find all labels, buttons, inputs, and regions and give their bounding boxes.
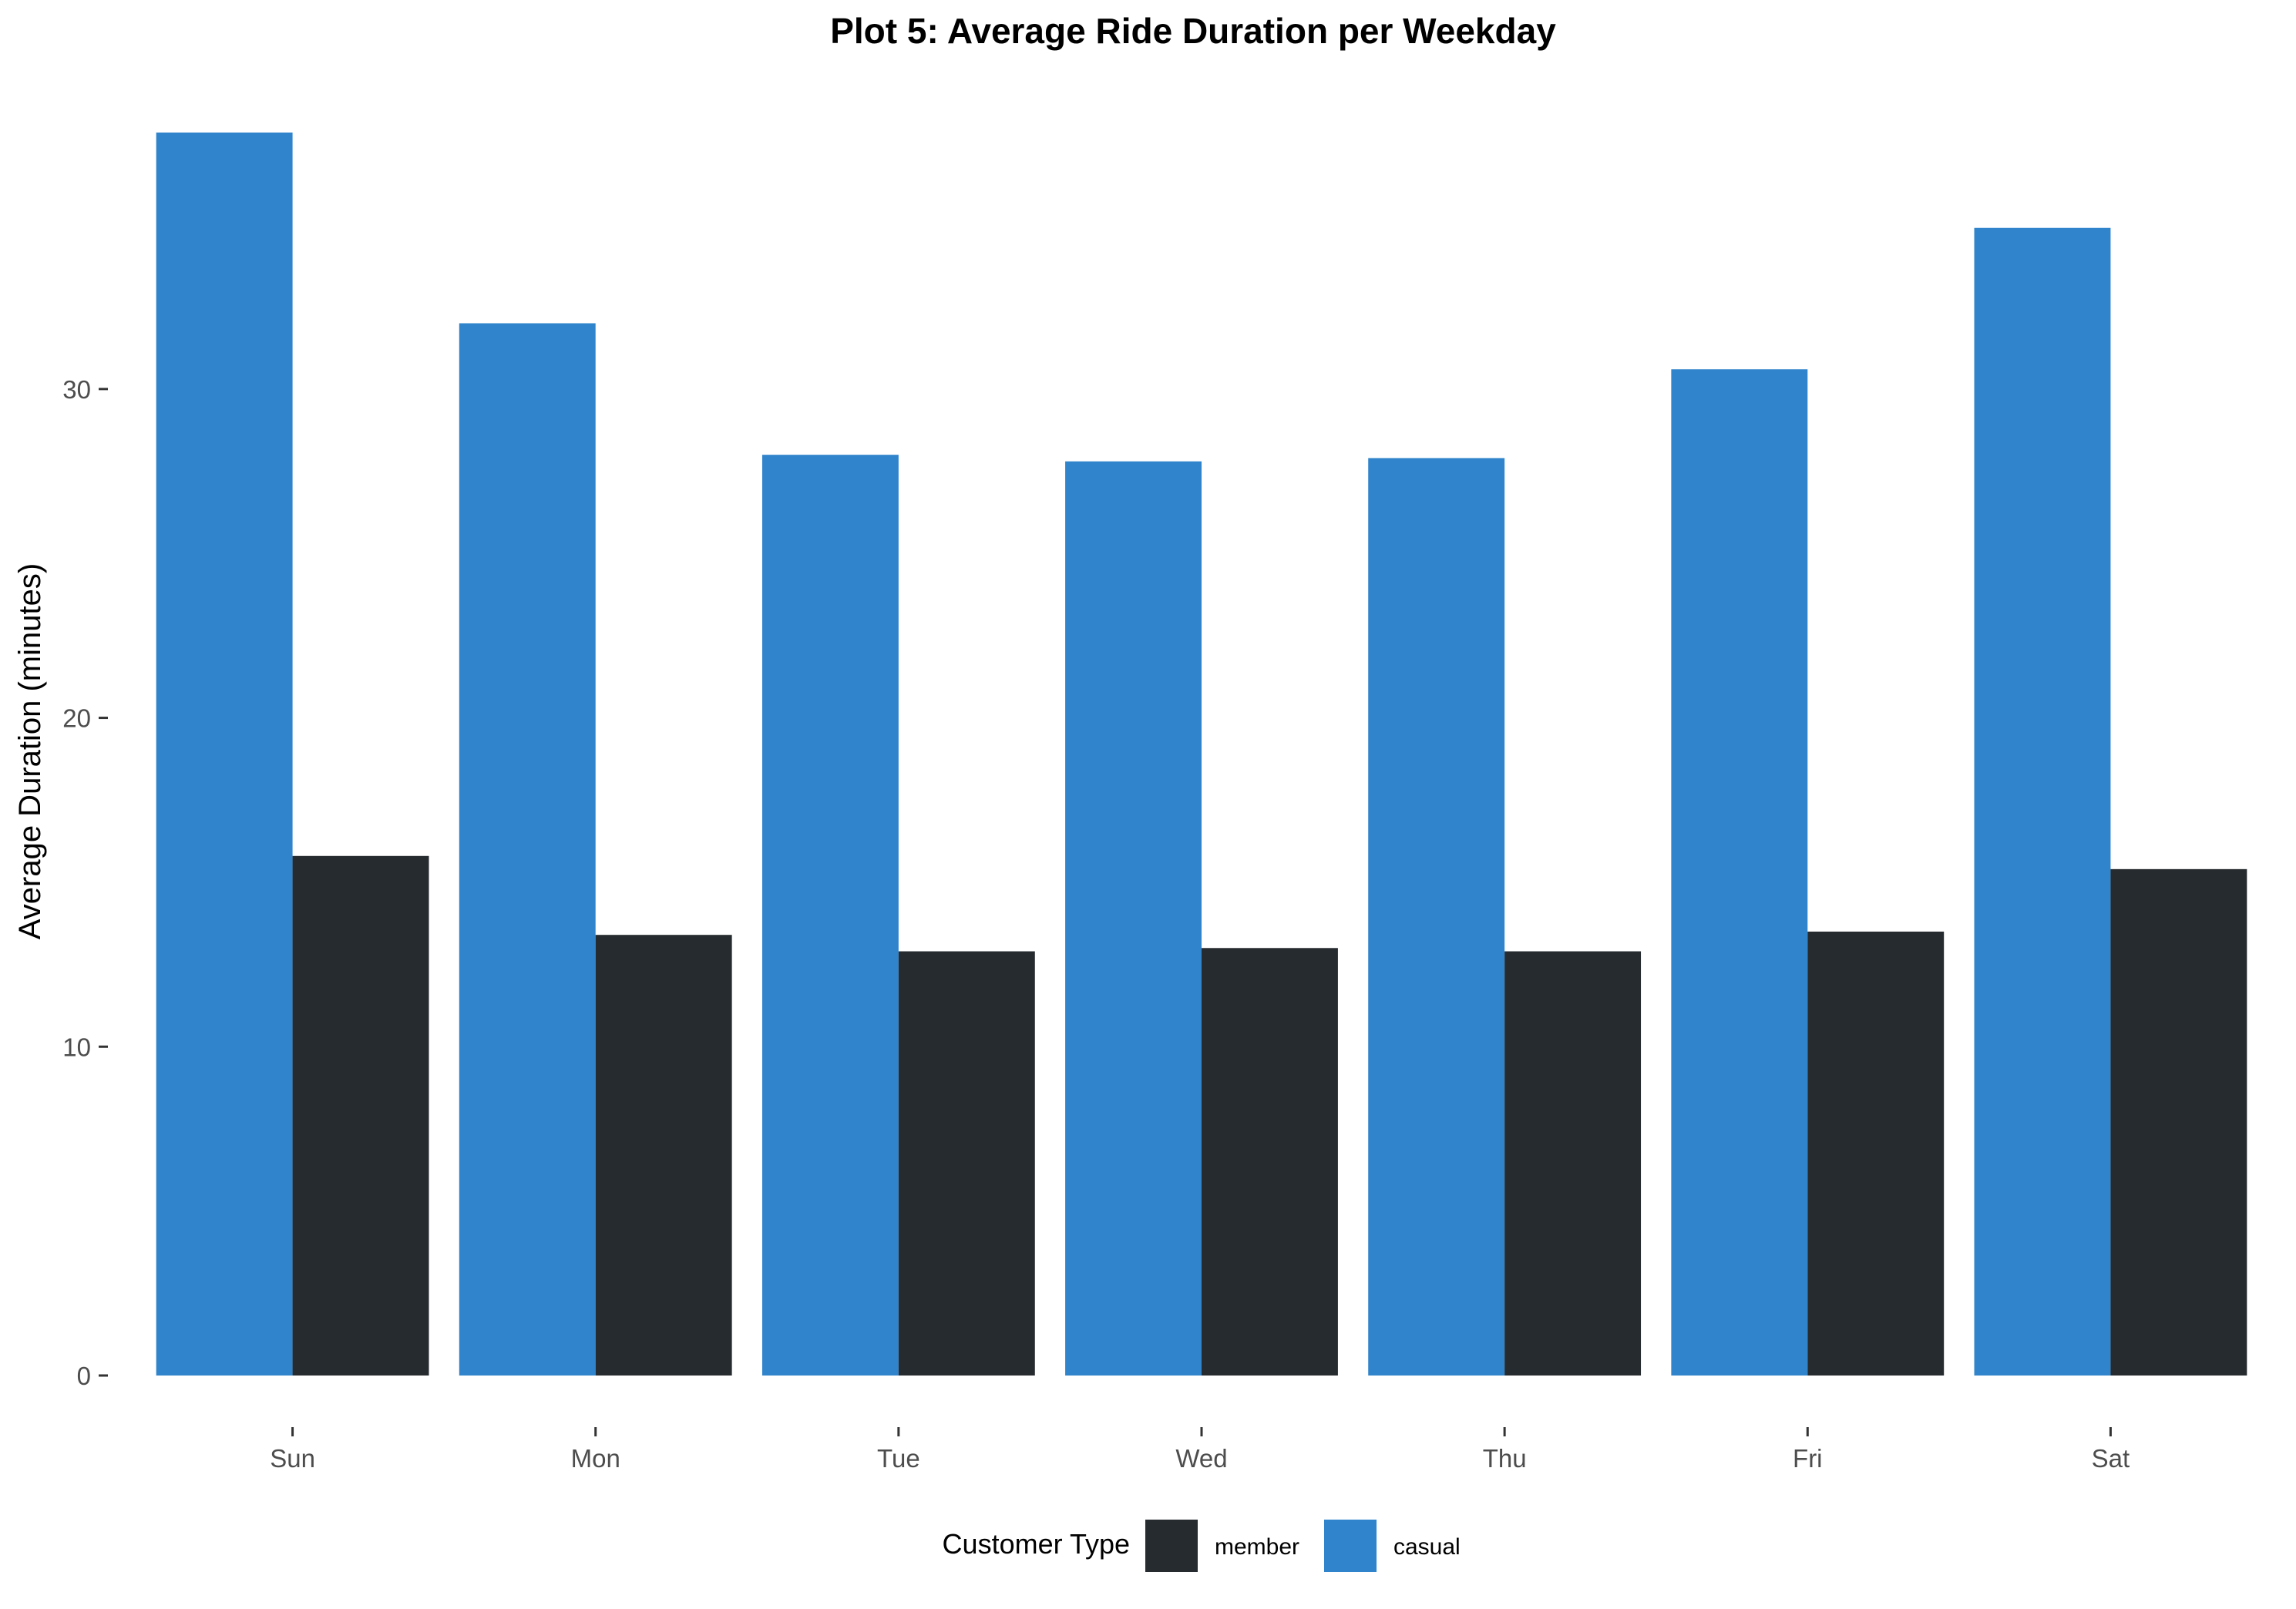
x-tick-label-tue: Tue xyxy=(877,1444,920,1473)
y-tick-label: 10 xyxy=(62,1033,91,1061)
bar-casual-sat xyxy=(1974,227,2111,1376)
bar-casual-fri xyxy=(1671,369,1808,1376)
x-tick-label-sun: Sun xyxy=(270,1444,315,1473)
x-axis: Sun Mon Tue Wed Thu Fri Sat xyxy=(270,1427,2130,1473)
bar-casual-mon xyxy=(459,323,596,1376)
legend-entries: member casual xyxy=(1145,1520,1461,1572)
legend-swatch-casual xyxy=(1324,1520,1377,1572)
x-tick-label-wed: Wed xyxy=(1175,1444,1227,1473)
x-tick-label-thu: Thu xyxy=(1483,1444,1527,1473)
x-tick-label-sat: Sat xyxy=(2092,1444,2130,1473)
legend-swatch-member xyxy=(1145,1520,1198,1572)
legend-label-casual: casual xyxy=(1393,1534,1461,1560)
bar-member-wed xyxy=(1202,948,1338,1376)
bars-group xyxy=(156,133,2247,1376)
bar-member-sun xyxy=(292,855,429,1376)
y-tick-label: 30 xyxy=(62,375,91,404)
bar-casual-tue xyxy=(761,455,899,1376)
bar-member-thu xyxy=(1504,951,1642,1376)
bar-member-mon xyxy=(595,935,732,1376)
y-axis-label: Average Duration (minutes) xyxy=(13,563,47,939)
bar-casual-sun xyxy=(156,133,293,1376)
x-tick-label-fri: Fri xyxy=(1793,1444,1822,1473)
bar-member-tue xyxy=(898,951,1035,1376)
bar-casual-wed xyxy=(1065,461,1202,1376)
legend-label-member: member xyxy=(1215,1534,1299,1560)
bar-member-sat xyxy=(2110,868,2247,1376)
x-tick-label-mon: Mon xyxy=(571,1444,620,1473)
bar-member-fri xyxy=(1807,931,1945,1376)
legend: Customer Type member casual xyxy=(943,1520,1461,1572)
chart-title: Plot 5: Average Ride Duration per Weekda… xyxy=(830,11,1556,51)
y-tick-label: 20 xyxy=(62,704,91,733)
bar-casual-thu xyxy=(1368,458,1505,1376)
y-axis: 0 10 20 30 xyxy=(62,375,108,1390)
legend-title: Customer Type xyxy=(943,1528,1130,1560)
y-tick-label: 0 xyxy=(77,1362,91,1390)
